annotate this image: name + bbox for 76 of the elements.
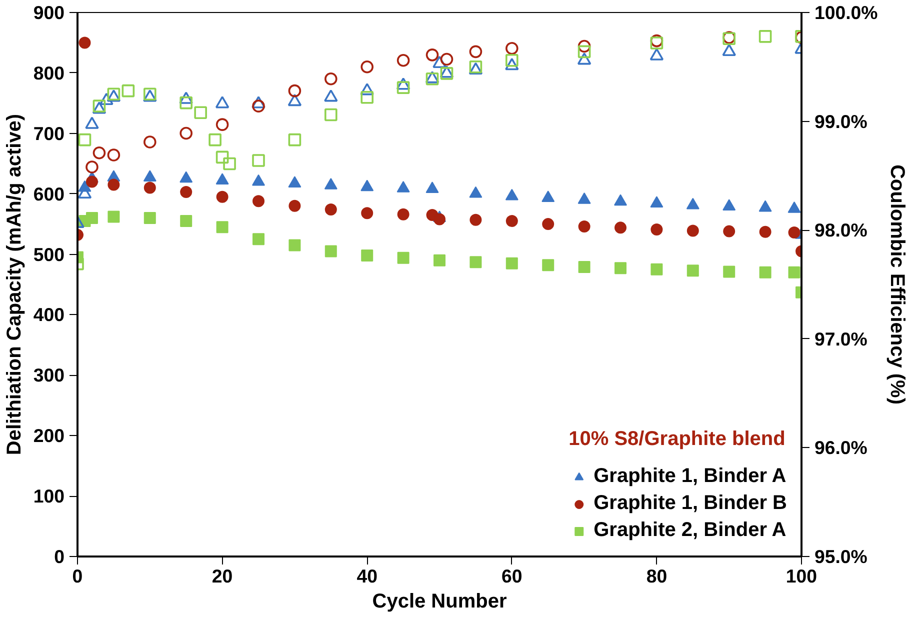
point [92,146,106,160]
point [650,34,664,48]
y-tick-label: 700 [33,122,65,144]
y2-tick-label: 95.0% [814,546,868,567]
x-axis-title: Cycle Number [372,590,507,612]
point [360,83,374,96]
point [324,108,338,122]
legend-label: Graphite 1, Binder B [594,492,787,515]
point [360,60,374,74]
point [360,90,374,104]
y2-tick-label: 97.0% [814,328,868,350]
point [426,48,439,62]
point [85,116,99,129]
point [396,78,410,90]
point [578,45,591,58]
y-tick-label: 500 [33,244,65,265]
point [650,48,664,60]
point [396,54,410,67]
point [144,136,156,148]
y-tick-label: 100 [33,486,65,507]
point [469,45,482,58]
point [288,94,302,106]
point [324,90,338,102]
y2-tick-label: 98.0% [814,220,868,241]
y2-tick-label: 96.0% [814,437,868,458]
point [577,52,592,65]
point [180,96,192,110]
y2-tick-label: 99.0% [814,110,868,132]
legend-label: Graphite 1, Binder A [594,465,786,488]
legend-title: 10% S8/Graphite blend [568,428,786,451]
point [650,36,664,50]
point [722,44,736,56]
point [215,96,230,108]
y-tick-label: 900 [33,2,65,23]
x-tick-label: 20 [212,566,233,586]
point [396,81,410,94]
point [288,133,302,146]
point [432,56,446,68]
point [252,154,265,167]
x-tick-label: 80 [646,566,668,586]
point [758,30,772,43]
x-tick-label: 40 [356,566,378,586]
point [107,148,120,162]
x-tick-label: 0 [72,566,83,586]
point [100,92,114,105]
point [505,58,519,70]
legend-label: Graphite 2, Binder A [594,519,786,542]
y-axis-title: Delithiation Capacity (mAh/g active) [3,114,26,456]
y-tick-label: 200 [33,425,65,446]
point [208,133,222,146]
point [506,42,518,55]
x-tick-label: 100 [786,566,818,586]
point [252,100,265,112]
point [216,118,229,131]
point [252,96,266,108]
y-tick-label: 0 [54,546,65,567]
point [194,106,207,119]
y-tick-label: 800 [33,62,65,84]
y-tick-label: 300 [33,364,65,386]
point [324,72,338,86]
point [179,92,193,104]
point [216,150,229,164]
point [122,84,135,98]
point [440,52,454,66]
point [288,84,302,98]
point [78,133,92,146]
point [578,40,591,53]
point [506,54,518,67]
y-tick-label: 600 [33,183,65,204]
point [86,160,98,174]
y2-axis-title: Coulombic Efficiency (%) [886,164,908,405]
point [223,157,236,170]
x-tick-label: 60 [502,566,522,586]
y-tick-label: 400 [33,304,65,326]
y2-tick-label: 100.0% [814,2,878,23]
point [180,126,192,140]
